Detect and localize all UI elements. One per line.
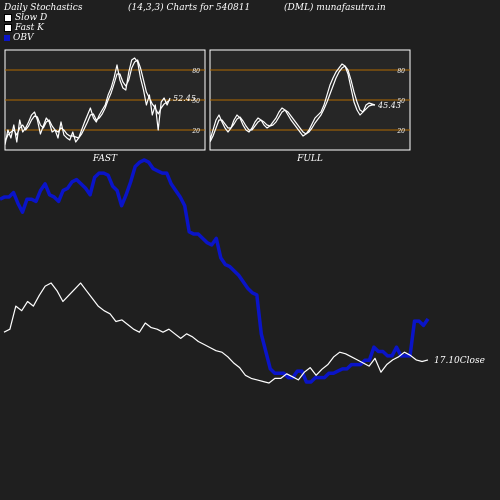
fast-last-value-label: 52.45 [173, 94, 196, 103]
close-line [3, 282, 429, 384]
legend-label: Fast K [15, 23, 44, 33]
full-last-value-label: 45.43 [377, 101, 401, 110]
legend-item-fast-k: Fast K [4, 23, 47, 33]
full-level-label-80: 80 [397, 68, 405, 75]
chart-source: (DML) munafasutra.in [284, 3, 386, 13]
full-series-0 [209, 63, 376, 141]
legend: Slow D Fast K OBV [4, 13, 47, 43]
full-panel-title: FULL [296, 154, 323, 164]
legend-swatch [4, 24, 12, 32]
legend-label: OBV [13, 33, 34, 43]
legend-swatch [4, 14, 12, 22]
legend-swatch [4, 35, 10, 41]
chart-subtitle: (14,3,3) Charts for 540811 [128, 3, 251, 13]
fast-level-label-80: 80 [192, 68, 200, 75]
legend-item-slow-d: Slow D [4, 13, 47, 23]
fast-panel-title: FAST [92, 154, 118, 164]
chart-title: Daily Stochastics [4, 3, 83, 13]
full-level-label-50: 50 [397, 98, 405, 105]
fast-level-label-20: 20 [191, 128, 200, 135]
full-level-label-20: 20 [396, 128, 405, 135]
legend-item-obv: OBV [4, 33, 47, 43]
legend-label: Slow D [15, 13, 48, 23]
obv-line [0, 158, 430, 384]
fast-level-label-50: 50 [192, 98, 200, 105]
close-last-value-label: 17.10Close [434, 356, 485, 366]
full-series-1 [209, 65, 375, 143]
fast-series-1 [4, 59, 171, 143]
fast-series-0 [4, 57, 171, 146]
